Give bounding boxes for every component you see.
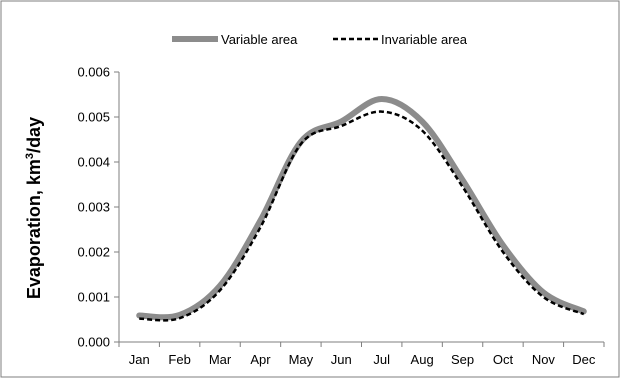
x-tick-label: Sep — [451, 352, 474, 367]
x-tick-label: Dec — [572, 352, 596, 367]
y-tick-label: 0.005 — [77, 110, 110, 125]
y-tick-label: 0.004 — [77, 155, 110, 170]
axes: 0.000 0.001 0.002 0.003 0.004 0.005 0.006 Jan Fe… — [77, 65, 605, 367]
y-axis-label-main: Evaporation, km — [24, 159, 44, 299]
x-tick-label: May — [289, 352, 314, 367]
y-tick-label: 0.001 — [77, 290, 110, 305]
series-line-invariable-area — [139, 110, 585, 322]
x-tick-label: Jan — [129, 352, 150, 367]
y-tick-label: 0.002 — [77, 245, 110, 260]
x-tick-label: Oct — [493, 352, 514, 367]
legend-label-invariable-area: Invariable area — [381, 32, 468, 47]
x-tick-label: Aug — [411, 352, 434, 367]
x-tick-label: Mar — [209, 352, 232, 367]
y-tick-label: 0.006 — [77, 65, 110, 80]
x-tick-label: Jun — [331, 352, 352, 367]
y-axis-label-superscript: 3 — [24, 153, 36, 159]
series-layer — [136, 96, 587, 322]
y-axis-label: Evaporation, km3/day — [24, 117, 44, 299]
y-tick-label: 0.003 — [77, 200, 110, 215]
legend-label-variable-area: Variable area — [221, 32, 298, 47]
x-tick-label: Apr — [250, 352, 271, 367]
x-tick-label: Nov — [532, 352, 556, 367]
legend: Variable area Invariable area — [172, 32, 468, 47]
x-tick-label: Feb — [168, 352, 190, 367]
y-tick-label: 0.000 — [77, 335, 110, 350]
x-tick-label: Jul — [373, 352, 390, 367]
series-line-variable-area — [136, 96, 587, 321]
y-axis-label-unit: /day — [24, 117, 44, 153]
